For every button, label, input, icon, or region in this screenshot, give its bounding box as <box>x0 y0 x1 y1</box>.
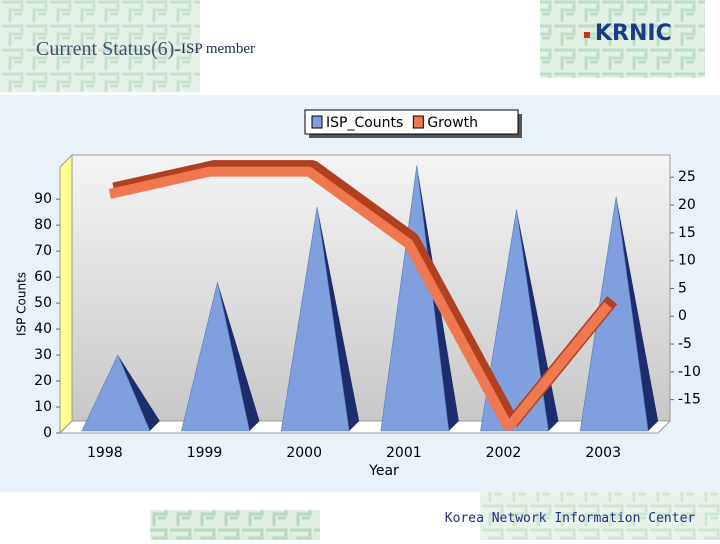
y-tick-label: 80 <box>34 217 52 233</box>
y2-tick-label: 20 <box>678 197 696 213</box>
pyramid-front <box>81 354 151 432</box>
y-axis-label: ISP Counts <box>15 272 29 336</box>
side-wall <box>59 153 73 435</box>
y2-tick-label: 25 <box>678 169 696 185</box>
decor <box>480 492 720 540</box>
x-tick-label: 2003 <box>585 445 621 461</box>
y2-tick-label: 15 <box>678 225 696 241</box>
x-tick-label: 2001 <box>386 445 422 461</box>
y2-tick-label: 0 <box>678 308 687 324</box>
x-tick-label: 1998 <box>87 445 123 461</box>
x-tick-label: 2000 <box>286 445 322 461</box>
y-tick-label: 90 <box>34 191 52 207</box>
pyramid <box>81 354 160 432</box>
pyramid-side <box>217 282 260 431</box>
pyramid-side <box>117 355 160 431</box>
pyramid <box>181 282 260 432</box>
legend: ISP_Counts Growth <box>304 109 522 138</box>
title: Current Status(6)-ISP member <box>36 38 255 60</box>
x-tick-label: 2002 <box>486 445 522 461</box>
y2-tick-label: -15 <box>678 392 701 408</box>
back-wall <box>71 154 671 422</box>
pyramid-side <box>616 196 659 431</box>
legend-label: Growth <box>427 115 478 131</box>
y2-tick-label: -10 <box>678 364 701 380</box>
footer: Korea Network Information Center <box>445 511 696 526</box>
y-tick-label: 30 <box>34 347 52 363</box>
y-tick-label: 60 <box>34 269 52 285</box>
legend-box <box>304 109 519 135</box>
growth-line <box>108 166 613 431</box>
x-tick-label: 1999 <box>187 445 223 461</box>
pyramid-front <box>480 209 549 432</box>
y2-tick-label: 5 <box>678 280 687 296</box>
logo-dot <box>584 32 590 38</box>
y-tick-label: 70 <box>34 243 52 259</box>
chart: 0 10 20 30 40 50 60 70 80 90 -15 -10 -5 0 5 10 15 20 25 ISP… <box>15 109 701 479</box>
pyramid-side <box>317 206 360 431</box>
y-tick-label: 40 <box>34 321 52 337</box>
decor <box>540 0 705 78</box>
legend-label: ISP_Counts <box>326 115 403 131</box>
y-tick-label: 10 <box>34 399 52 415</box>
pyramid-front <box>280 206 350 432</box>
legend-swatch <box>311 115 323 129</box>
pyramid-front <box>181 282 250 432</box>
decor <box>0 0 200 92</box>
x-axis-label: Year <box>368 463 399 479</box>
y-tick-label: 0 <box>43 425 52 441</box>
y2-tick-label: 10 <box>678 253 696 269</box>
y-tick-label: 20 <box>34 373 52 389</box>
decor <box>150 510 320 540</box>
pyramid <box>280 206 360 432</box>
y-tick-label: 50 <box>34 295 52 311</box>
logo: KRNIC <box>595 21 672 46</box>
y2-tick-label: -5 <box>678 336 692 352</box>
legend-swatch <box>412 115 424 129</box>
